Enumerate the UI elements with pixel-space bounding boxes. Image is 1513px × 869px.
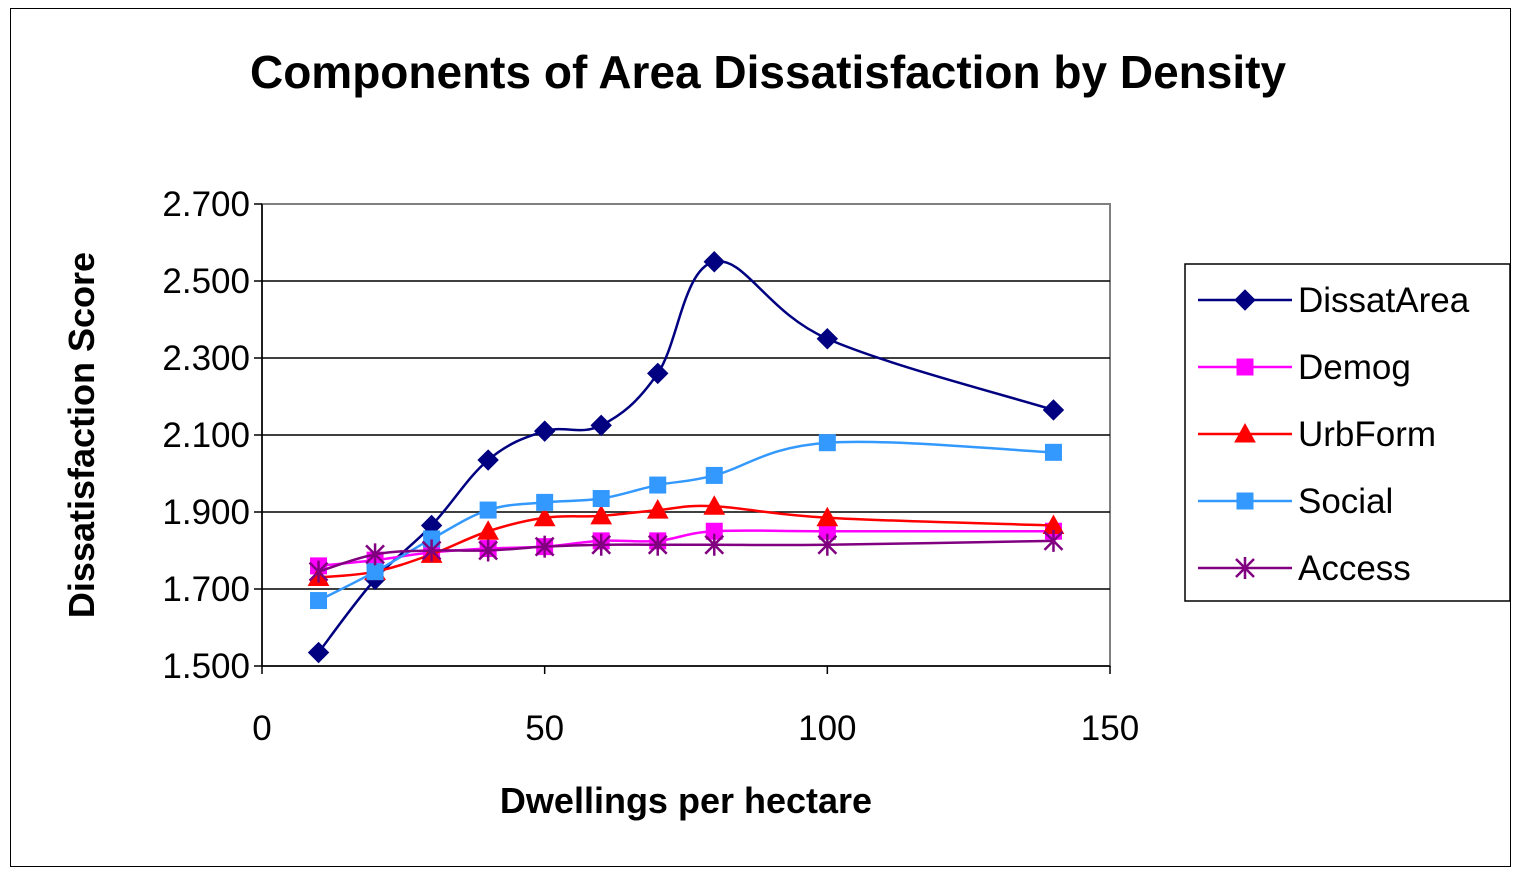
y-tick-label: 2.100 — [162, 416, 250, 455]
legend-label: Demog — [1298, 348, 1411, 387]
legend-marker — [1234, 422, 1256, 443]
data-point — [649, 476, 667, 494]
x-tick-label: 0 — [252, 709, 271, 748]
data-point — [705, 466, 723, 484]
y-tick-labels: 1.500 1.700 1.900 2.100 2.300 2.500 2.700 — [162, 185, 250, 686]
data-point — [533, 420, 556, 442]
legend-box — [1184, 263, 1511, 602]
data-point — [1042, 399, 1065, 421]
legend-item: Demog — [1198, 348, 1411, 387]
y-axis-title: Dissatisfaction Score — [61, 252, 102, 618]
data-point — [1044, 443, 1062, 461]
y-tick-label: 1.900 — [162, 493, 250, 532]
legend-item: Social — [1198, 482, 1393, 521]
x-tick-label: 150 — [1081, 709, 1139, 748]
y-tick-label: 2.700 — [162, 185, 250, 224]
data-point — [536, 493, 554, 511]
data-point — [477, 449, 499, 471]
data-point — [533, 506, 556, 527]
legend-marker — [1234, 289, 1256, 311]
data-point — [366, 563, 384, 581]
chart-title: Components of Area Dissatisfaction by De… — [250, 46, 1286, 98]
data-point — [308, 560, 329, 583]
data-point — [590, 504, 613, 525]
data-point — [1043, 529, 1064, 552]
y-tick-label: 2.300 — [162, 339, 250, 378]
series-social — [310, 434, 1062, 610]
data-point — [647, 533, 668, 556]
grid-lines — [262, 280, 1110, 590]
data-point — [592, 490, 610, 508]
x-axis-title: Dwellings per hectare — [500, 780, 872, 821]
legend-marker — [1236, 492, 1254, 510]
data-point — [310, 592, 328, 610]
legend-label: DissatArea — [1298, 281, 1470, 320]
legend-marker — [1236, 358, 1254, 376]
data-point — [816, 328, 839, 350]
y-tick-label: 2.500 — [162, 262, 250, 301]
y-tick-label: 1.700 — [162, 570, 250, 609]
data-point — [478, 539, 499, 562]
y-tick-label: 1.500 — [162, 647, 250, 686]
data-point — [646, 499, 669, 519]
x-tick-label: 100 — [798, 709, 856, 748]
series-group — [307, 251, 1065, 664]
data-point — [479, 501, 497, 519]
data-point — [365, 543, 385, 566]
data-point — [591, 533, 612, 556]
x-tick-labels: 0 50 100 150 — [252, 709, 1139, 748]
data-point — [647, 362, 669, 385]
legend-item: DissatArea — [1198, 281, 1470, 320]
legend-item: UrbForm — [1198, 415, 1436, 454]
data-point — [818, 434, 836, 452]
legend-label: UrbForm — [1298, 415, 1436, 454]
legend: DissatArea Demog UrbForm Social Access — [1184, 263, 1511, 602]
data-point — [703, 251, 725, 273]
legend-item: Access — [1198, 549, 1411, 588]
data-point — [421, 539, 442, 562]
data-point — [477, 520, 499, 540]
axes — [254, 203, 1111, 674]
data-point — [534, 535, 555, 558]
data-point — [816, 506, 839, 527]
series-access — [308, 529, 1064, 583]
data-point — [307, 641, 330, 664]
data-point — [703, 495, 726, 515]
data-point — [817, 533, 838, 556]
data-point — [590, 414, 612, 437]
x-tick-label: 50 — [525, 709, 564, 748]
legend-marker — [1235, 557, 1255, 579]
legend-label: Social — [1298, 482, 1393, 521]
legend-label: Access — [1298, 549, 1411, 588]
data-point — [704, 533, 725, 556]
